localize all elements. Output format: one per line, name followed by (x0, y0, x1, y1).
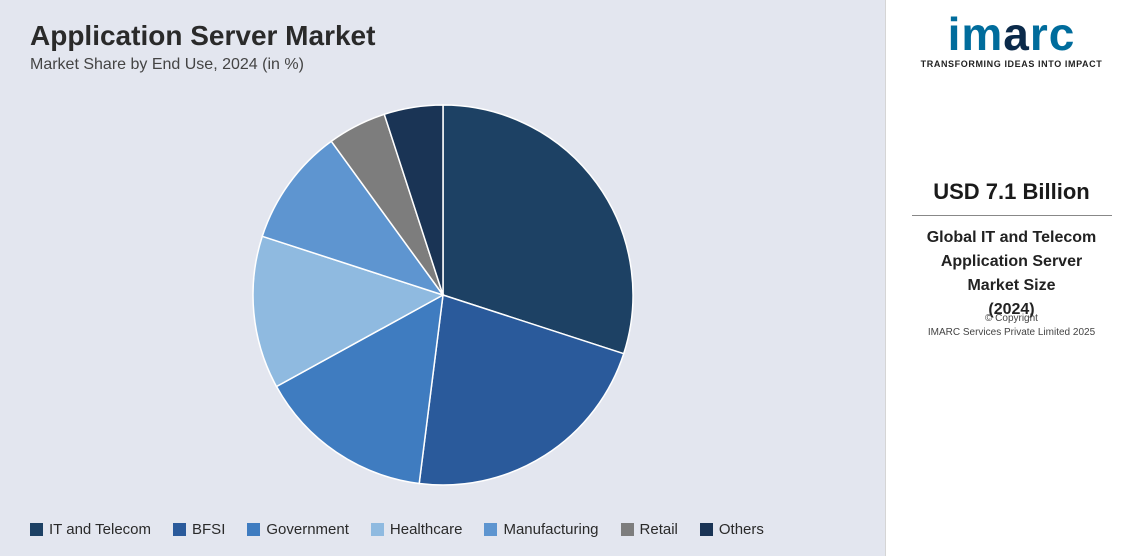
legend-label: Retail (640, 521, 678, 538)
main-panel: Application Server Market Market Share b… (0, 0, 885, 556)
stat-value: USD 7.1 Billion (912, 179, 1112, 205)
copyright-line-2: IMARC Services Private Limited 2025 (928, 326, 1095, 340)
logo-tagline: TRANSFORMING IDEAS INTO IMPACT (921, 59, 1103, 69)
legend-item-manufacturing: Manufacturing (484, 521, 598, 538)
legend-item-retail: Retail (621, 521, 678, 538)
logo-text: imarc (921, 14, 1103, 55)
pie-chart (243, 95, 643, 495)
stat-line-1: Global IT and Telecom (912, 226, 1112, 250)
stat-line-2: Application Server (912, 250, 1112, 274)
chart-title: Application Server Market (30, 20, 855, 52)
legend-label: Healthcare (390, 521, 463, 538)
legend-swatch (621, 523, 634, 536)
legend-swatch (173, 523, 186, 536)
legend-label: BFSI (192, 521, 225, 538)
copyright: © Copyright IMARC Services Private Limit… (928, 312, 1095, 340)
legend-label: Manufacturing (503, 521, 598, 538)
legend-swatch (371, 523, 384, 536)
stat-divider (912, 215, 1112, 216)
legend: IT and Telecom BFSI Government Healthcare Ma… (30, 515, 855, 544)
legend-label: IT and Telecom (49, 521, 151, 538)
legend-item-healthcare: Healthcare (371, 521, 463, 538)
stat-description: Global IT and Telecom Application Server… (912, 226, 1112, 322)
chart-subtitle: Market Share by End Use, 2024 (in %) (30, 56, 855, 74)
legend-item-bfsi: BFSI (173, 521, 225, 538)
brand-logo: imarc TRANSFORMING IDEAS INTO IMPACT (921, 14, 1103, 69)
legend-label: Government (266, 521, 349, 538)
copyright-line-1: © Copyright (928, 312, 1095, 326)
legend-swatch (30, 523, 43, 536)
stat-line-3: Market Size (912, 274, 1112, 298)
legend-swatch (247, 523, 260, 536)
stat-block: USD 7.1 Billion Global IT and Telecom Ap… (912, 179, 1112, 322)
pie-chart-container (30, 74, 855, 515)
legend-item-it-and-telecom: IT and Telecom (30, 521, 151, 538)
legend-item-others: Others (700, 521, 764, 538)
legend-swatch (484, 523, 497, 536)
side-panel: imarc TRANSFORMING IDEAS INTO IMPACT USD… (885, 0, 1137, 556)
legend-label: Others (719, 521, 764, 538)
legend-swatch (700, 523, 713, 536)
legend-item-government: Government (247, 521, 349, 538)
